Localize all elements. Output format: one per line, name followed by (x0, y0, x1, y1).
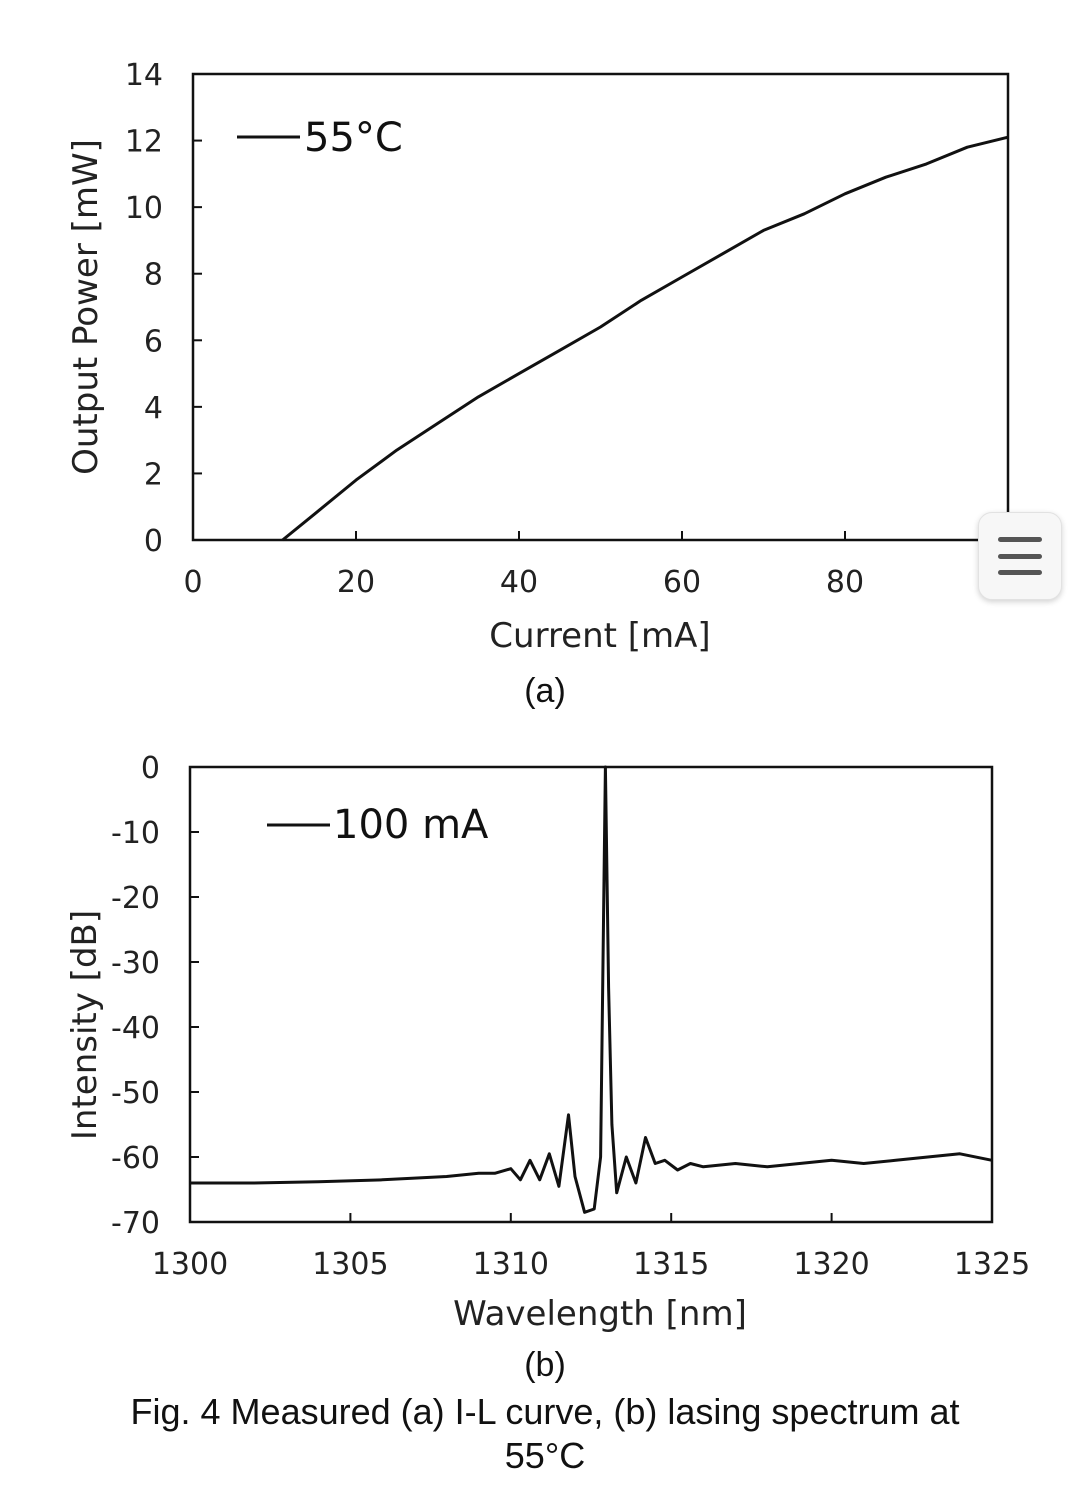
x-tick-label: 1310 (473, 1247, 549, 1282)
y-tick-labels: 0 -10 -20 -30 -40 -50 -60 -70 (111, 751, 160, 1241)
series-line (281, 135, 1009, 542)
x-tick-label: 1300 (152, 1247, 228, 1282)
y-tick-label: 6 (144, 324, 163, 359)
x-tick-labels: 1300 1305 1310 1315 1320 1325 (152, 1247, 1030, 1282)
y-tick-label: 4 (144, 391, 163, 426)
legend: 100 mA (267, 802, 489, 848)
series-line (190, 765, 993, 1214)
chart-lasing-spectrum: 1300 1305 1310 1315 1320 1325 0 -10 -20 -30 -40 -5… (65, 751, 1030, 1384)
y-tick-label: 0 (144, 524, 163, 559)
x-tick-label: 1325 (954, 1247, 1030, 1282)
series-lines (190, 765, 993, 1214)
plot-area-frame (191, 72, 1010, 542)
x-tick-label: 60 (663, 565, 701, 600)
plot-area-frame (188, 765, 994, 1224)
x-tick-labels: 020406080100 (183, 565, 1036, 600)
x-tick-label: 1315 (633, 1247, 709, 1282)
y-tick-label: -20 (111, 881, 160, 916)
y-tick-label: -60 (111, 1141, 160, 1176)
legend-label: 100 mA (333, 802, 489, 848)
y-tick-label: -40 (111, 1011, 160, 1046)
y-tick-label: -70 (111, 1206, 160, 1241)
y-tick-label: -10 (111, 816, 160, 851)
y-tick-label: 0 (141, 751, 160, 786)
x-tick-label: 20 (337, 565, 375, 600)
y-tick-label: 10 (125, 191, 163, 226)
y-tick-label: 14 (125, 58, 163, 93)
x-axis-label: Wavelength [nm] (453, 1294, 747, 1334)
menu-button[interactable] (978, 512, 1062, 600)
x-tick-label: 40 (500, 565, 538, 600)
series-lines (281, 135, 1009, 542)
hamburger-menu-icon (998, 537, 1042, 575)
x-tick-label: 0 (183, 565, 202, 600)
y-tick-label: 2 (144, 457, 163, 492)
figure-caption-line-2: 55°C (505, 1435, 585, 1476)
x-tick-label: 1320 (793, 1247, 869, 1282)
x-axis-label: Current [mA] (489, 616, 710, 656)
legend: 55°C (237, 115, 403, 161)
x-tick-label: 80 (826, 565, 864, 600)
panel-label: (b) (524, 1346, 566, 1384)
y-tick-label: 12 (125, 125, 163, 160)
y-axis-label: Intensity [dB] (65, 910, 105, 1140)
y-tick-label: 8 (144, 258, 163, 293)
y-tick-label: -30 (111, 946, 160, 981)
panel-label: (a) (524, 672, 566, 710)
legend-label: 55°C (304, 115, 403, 161)
y-tick-label: -50 (111, 1076, 160, 1111)
x-tick-label: 1305 (312, 1247, 388, 1282)
y-axis-label: Output Power [mW] (66, 139, 106, 475)
y-tick-labels: 0 2 4 6 8 10 12 14 (125, 58, 163, 559)
figure-caption-line-1: Fig. 4 Measured (a) I-L curve, (b) lasin… (131, 1391, 960, 1432)
